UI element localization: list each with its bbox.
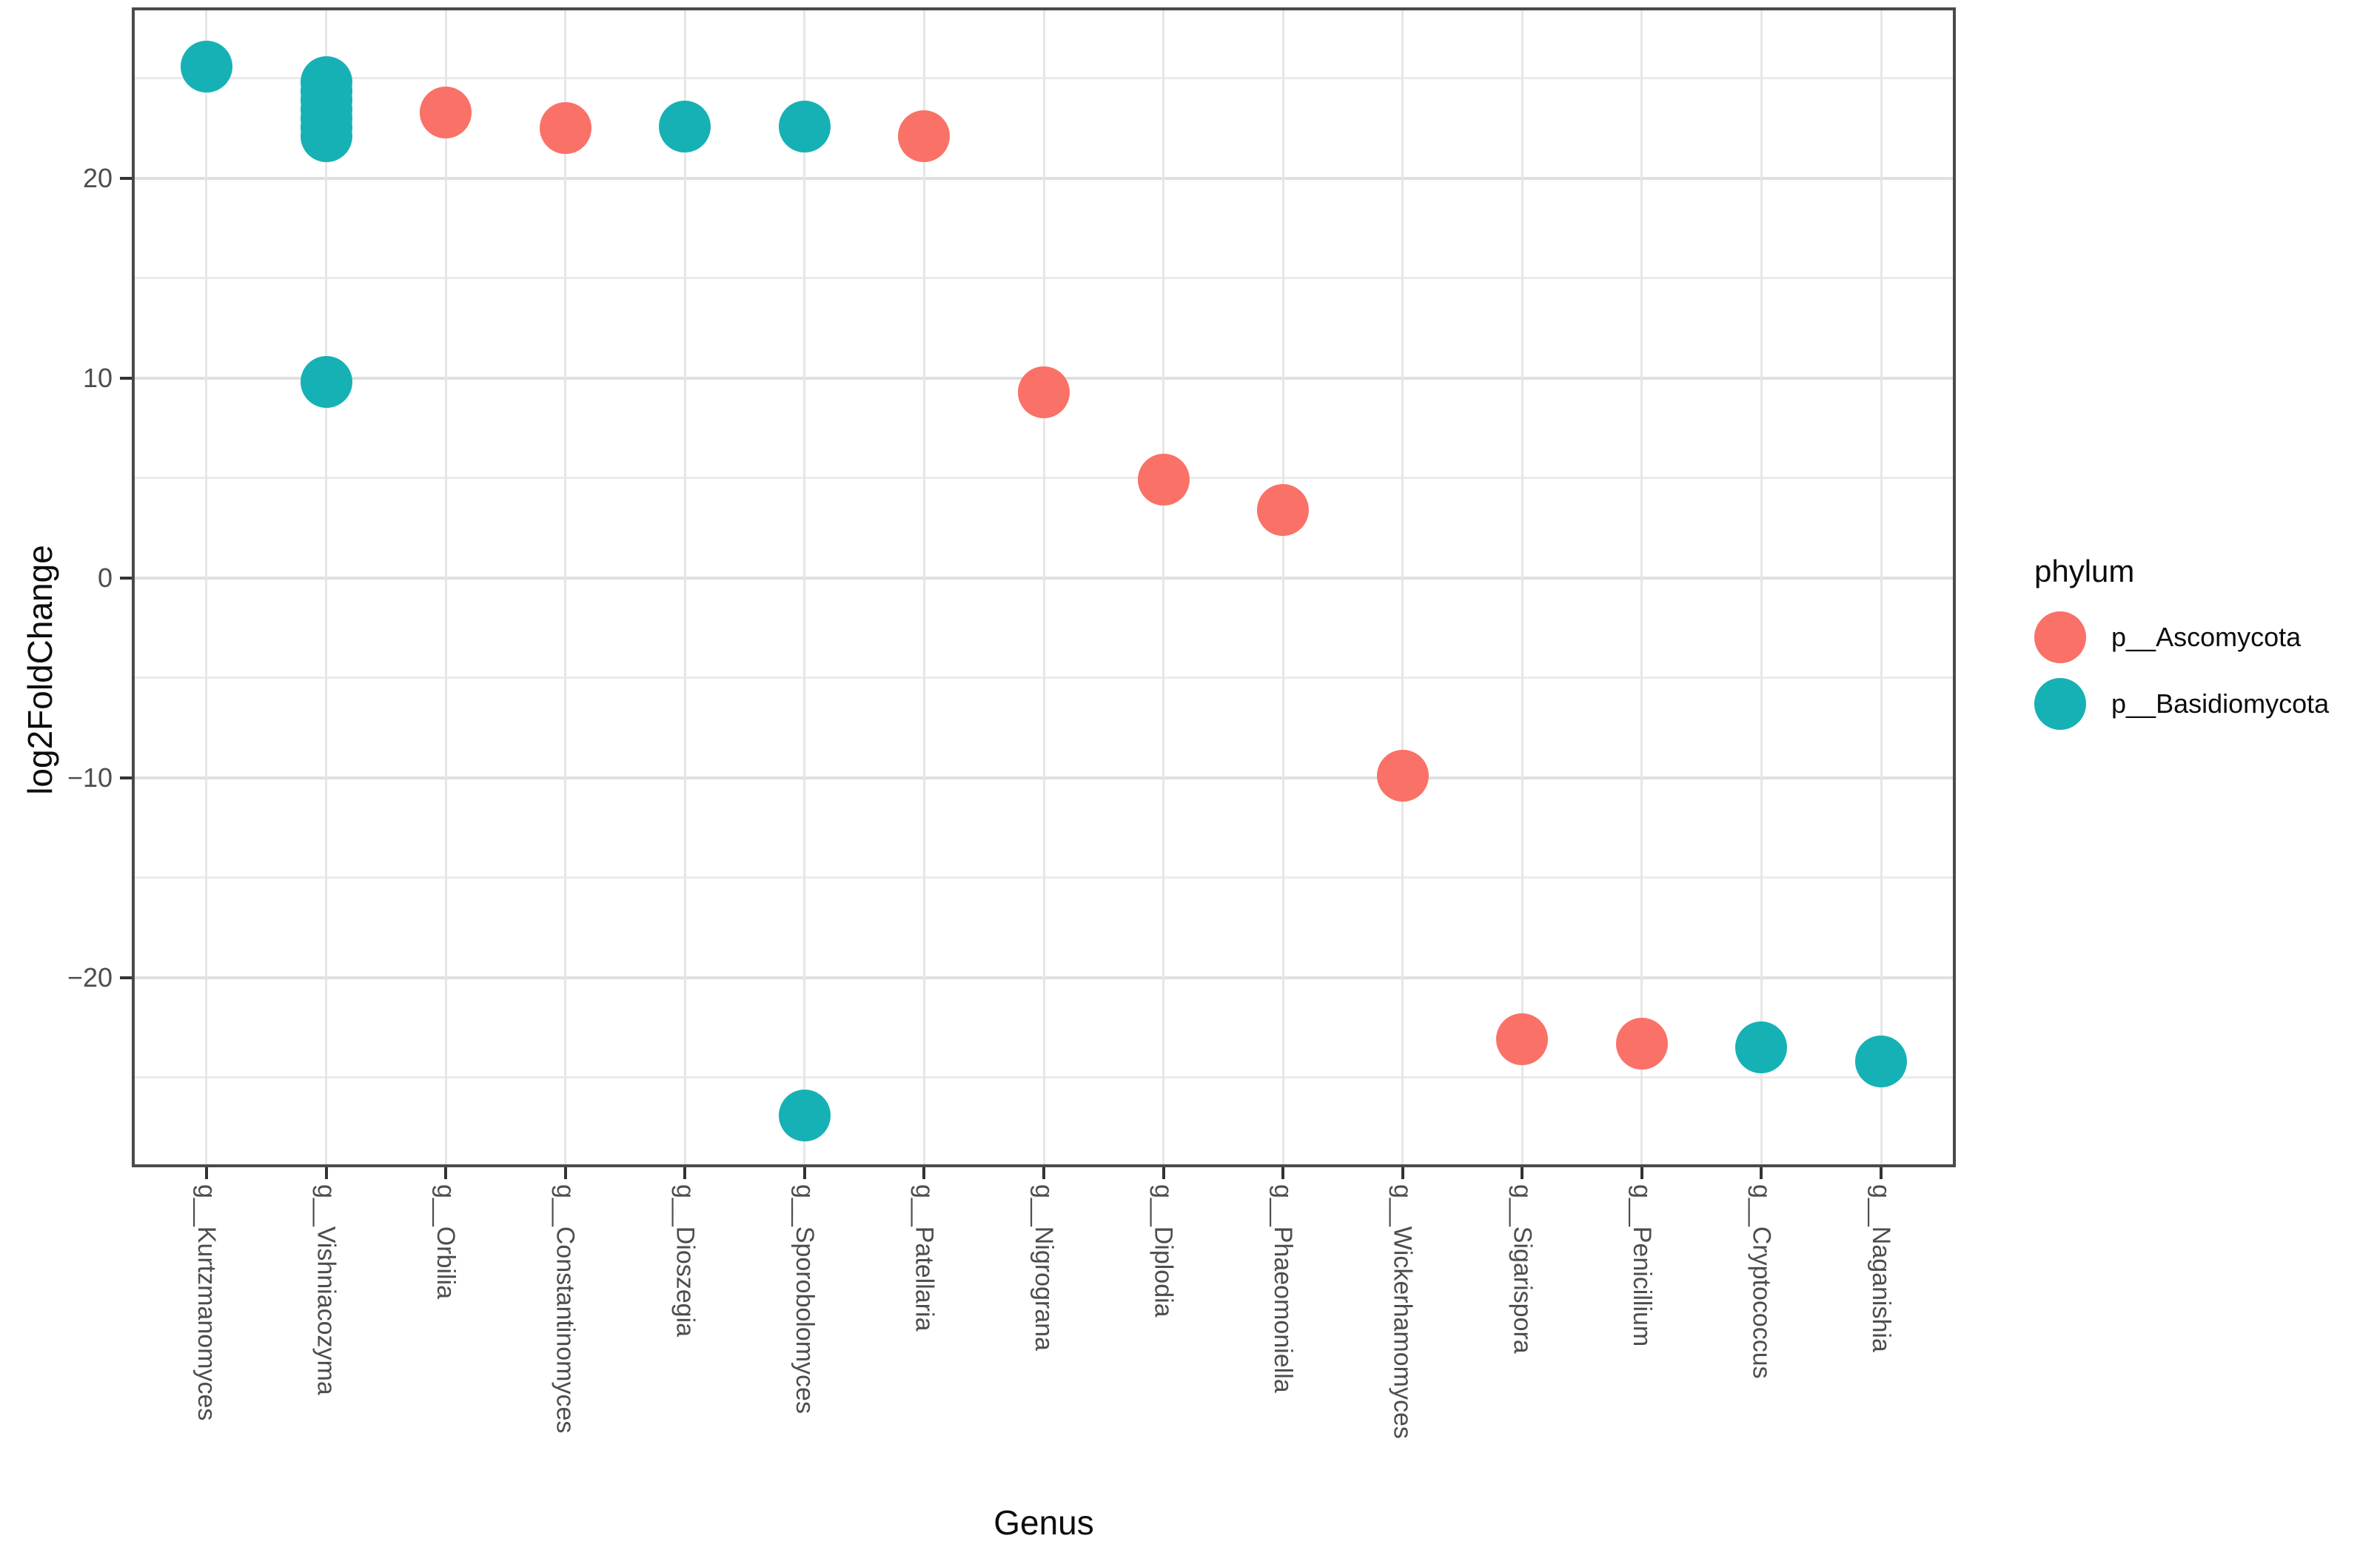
- x-axis-tick: [204, 1167, 208, 1179]
- v-gridline: [1760, 10, 1763, 1164]
- x-axis-genus-label: g__Wickerhamomyces: [1388, 1184, 1417, 1439]
- x-axis-genus-label: g__Cryptococcus: [1747, 1184, 1776, 1379]
- x-axis-tick: [1880, 1167, 1883, 1179]
- x-axis-genus-label: g__Patellaria: [910, 1184, 939, 1332]
- v-gridline: [1162, 10, 1165, 1164]
- data-point: [1137, 454, 1190, 506]
- v-gridline: [1281, 10, 1284, 1164]
- x-axis-tick: [1401, 1167, 1404, 1179]
- data-point: [1257, 483, 1310, 536]
- legend-item-basidiomycota: p__Basidiomycota: [2034, 675, 2329, 733]
- data-point: [1376, 749, 1429, 802]
- y-tick-label: 0: [97, 562, 113, 593]
- v-gridline: [1042, 10, 1045, 1164]
- x-axis-tick: [802, 1167, 806, 1179]
- legend: phylum p__Ascomycota p__Basidiomycota: [2034, 554, 2329, 742]
- x-axis-genus-label: g__Vishniacozyma: [312, 1184, 341, 1395]
- legend-title: phylum: [2034, 554, 2135, 588]
- y-axis-tick: [120, 976, 132, 979]
- data-point: [300, 356, 352, 409]
- data-point: [898, 110, 951, 163]
- v-gridline: [803, 10, 806, 1164]
- data-point: [300, 110, 352, 163]
- y-axis-tick: [120, 376, 132, 380]
- x-axis-tick: [563, 1167, 567, 1179]
- x-axis-genus-label: g__Diplodia: [1149, 1184, 1178, 1318]
- legend-label: p__Ascomycota: [2111, 622, 2302, 652]
- y-axis-tick: [120, 176, 132, 180]
- y-tick-label: −10: [67, 762, 113, 793]
- legend-label: p__Basidiomycota: [2111, 688, 2330, 719]
- data-point: [778, 1089, 831, 1141]
- x-axis-genus-label: g__Naganishia: [1867, 1184, 1896, 1352]
- y-tick-label: −20: [67, 962, 113, 993]
- data-point: [1615, 1017, 1668, 1070]
- data-point: [659, 100, 711, 152]
- v-gridline: [683, 10, 686, 1164]
- data-point: [1735, 1021, 1788, 1074]
- x-axis-genus-label: g__Constantinomyces: [551, 1184, 580, 1434]
- x-axis-tick: [683, 1167, 687, 1179]
- v-gridline: [1640, 10, 1643, 1164]
- data-point: [420, 86, 472, 138]
- x-axis-tick: [1042, 1167, 1045, 1179]
- x-axis-genus-label: g__Nigrograna: [1030, 1184, 1058, 1351]
- data-point: [778, 100, 831, 152]
- x-axis-tick: [1760, 1167, 1763, 1179]
- plot-panel: [132, 7, 1956, 1167]
- y-tick-label: 20: [82, 162, 113, 193]
- x-axis-tick: [922, 1167, 926, 1179]
- basidiomycota-point-swatch-icon: [2034, 678, 2086, 730]
- x-axis-tick: [324, 1167, 328, 1179]
- x-axis-tick: [1161, 1167, 1165, 1179]
- x-axis-genus-label: g__Sigarispora: [1508, 1184, 1537, 1354]
- x-axis-genus-label: g__Penicillium: [1627, 1184, 1656, 1347]
- y-axis-tick: [120, 576, 132, 580]
- data-point: [1018, 366, 1070, 418]
- data-point: [1855, 1035, 1908, 1087]
- x-axis-genus-label: g__Kurtzmanomyces: [192, 1184, 221, 1421]
- x-axis-title: Genus: [993, 1503, 1094, 1542]
- x-axis-genus-label: g__Phaeomoniella: [1269, 1184, 1298, 1393]
- v-gridline: [444, 10, 447, 1164]
- ascomycota-point-swatch-icon: [2034, 611, 2086, 663]
- x-axis-genus-label: g__Dioszegia: [671, 1184, 700, 1338]
- x-axis-tick: [444, 1167, 448, 1179]
- data-point: [539, 102, 591, 155]
- x-axis-tick: [1640, 1167, 1643, 1179]
- data-point: [1496, 1013, 1549, 1066]
- x-axis-genus-label: g__Sporobolomyces: [790, 1184, 819, 1414]
- v-gridline: [1521, 10, 1523, 1164]
- v-gridline: [922, 10, 925, 1164]
- v-gridline: [1401, 10, 1404, 1164]
- y-axis-tick: [120, 776, 132, 779]
- x-axis-tick: [1281, 1167, 1285, 1179]
- v-gridline: [564, 10, 567, 1164]
- x-axis-genus-label: g__Orbilia: [432, 1184, 460, 1299]
- data-point: [180, 40, 232, 93]
- x-axis-tick: [1521, 1167, 1524, 1179]
- v-gridline: [205, 10, 208, 1164]
- y-tick-label: 10: [82, 362, 113, 393]
- v-gridline: [1880, 10, 1883, 1164]
- legend-item-ascomycota: p__Ascomycota: [2034, 608, 2329, 666]
- v-gridline: [325, 10, 328, 1164]
